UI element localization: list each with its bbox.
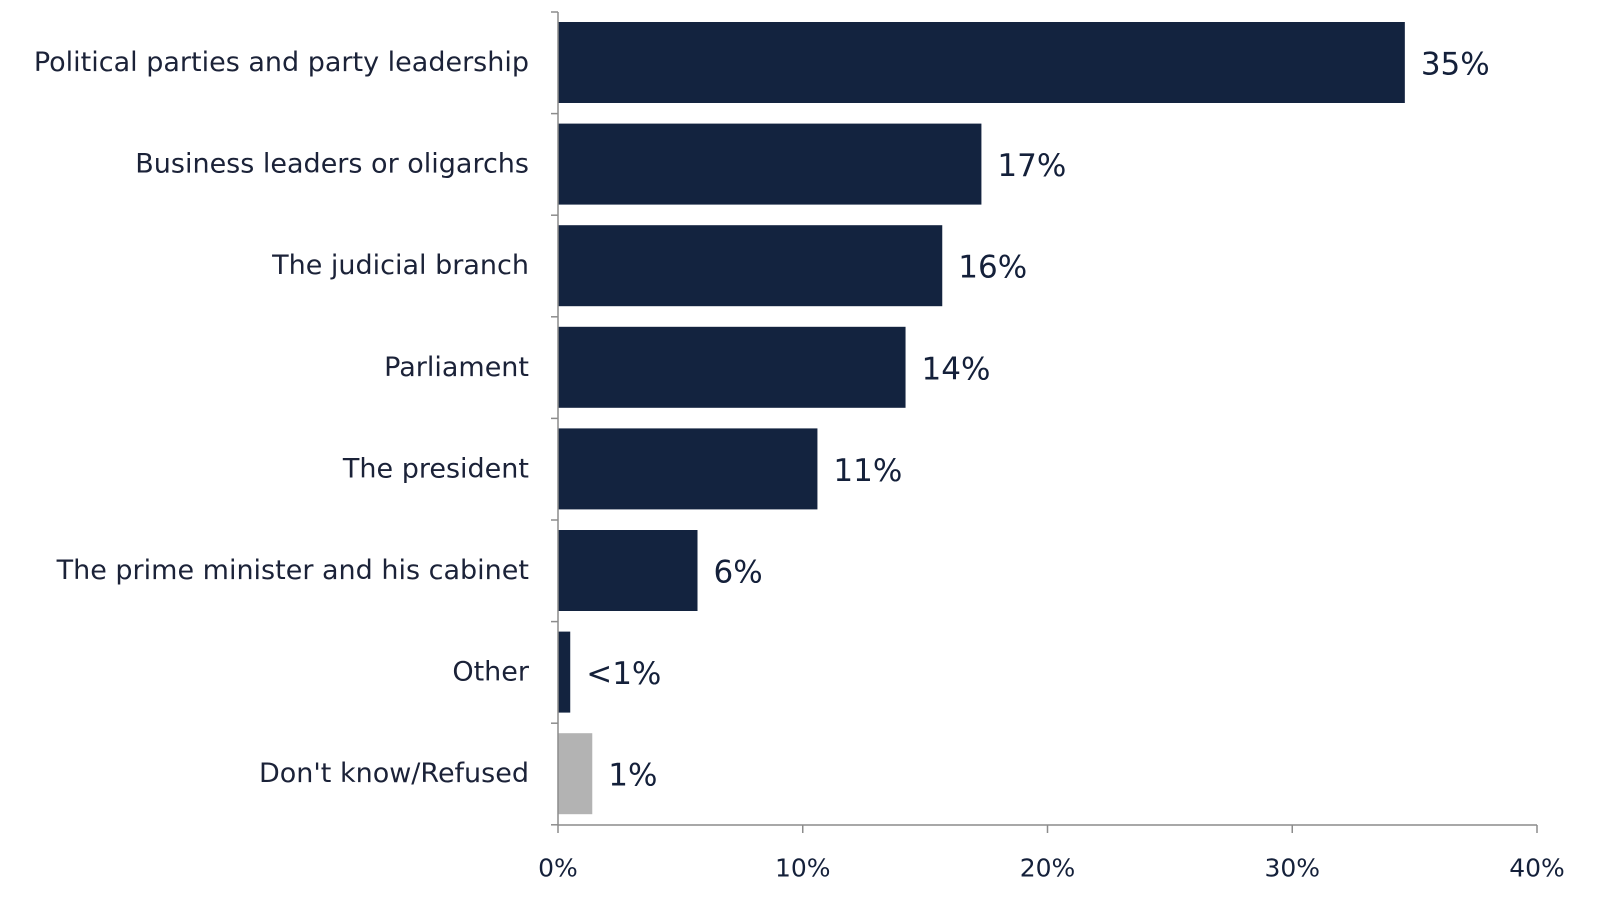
bar-political-parties-and-party-leadership [558, 22, 1405, 103]
bar-other [558, 631, 571, 713]
category-labels: Political parties and party leadership Bu… [34, 47, 530, 789]
category-label-the-judicial-branch: The judicial branch [271, 250, 529, 281]
category-label-other: Other [452, 657, 530, 688]
category-label-political-parties-and-party-leadership: Political parties and party leadership [34, 47, 529, 78]
value-label-business-leaders-or-oligarchs: 17% [997, 148, 1066, 184]
bar-the-president [558, 428, 818, 510]
x-tick-label: 40% [1509, 854, 1565, 883]
x-tick-label: 20% [1020, 854, 1076, 883]
category-label-don-t-know-refused: Don't know/Refused [259, 758, 529, 789]
x-tick-label: 0% [538, 854, 578, 883]
category-label-parliament: Parliament [384, 352, 529, 383]
bar-business-leaders-or-oligarchs [558, 123, 982, 205]
value-label-other: <1% [586, 656, 661, 692]
value-label-the-prime-minister-and-his-cabinet: 6% [714, 555, 763, 591]
bar-parliament [558, 326, 906, 408]
bars-group [558, 22, 1405, 815]
bar-the-judicial-branch [558, 225, 943, 307]
category-label-business-leaders-or-oligarchs: Business leaders or oligarchs [135, 149, 529, 180]
x-tick-label: 30% [1264, 854, 1320, 883]
bar-the-prime-minister-and-his-cabinet [558, 530, 698, 611]
value-labels: 35% 17% 16% 14% 11% 6% <1% 1% [586, 47, 1490, 794]
value-label-parliament: 14% [922, 351, 991, 387]
value-label-the-president: 11% [833, 453, 902, 489]
axes: 0% 10% 20% 30% 40% [538, 11, 1565, 883]
value-label-don-t-know-refused: 1% [608, 758, 657, 794]
x-tick-label: 10% [775, 854, 831, 883]
bar-don-t-know-refused [558, 733, 593, 815]
value-label-political-parties-and-party-leadership: 35% [1421, 47, 1490, 83]
category-label-the-prime-minister-and-his-cabinet: The prime minister and his cabinet [56, 555, 529, 586]
value-label-the-judicial-branch: 16% [958, 250, 1027, 286]
category-label-the-president: The president [342, 453, 529, 484]
